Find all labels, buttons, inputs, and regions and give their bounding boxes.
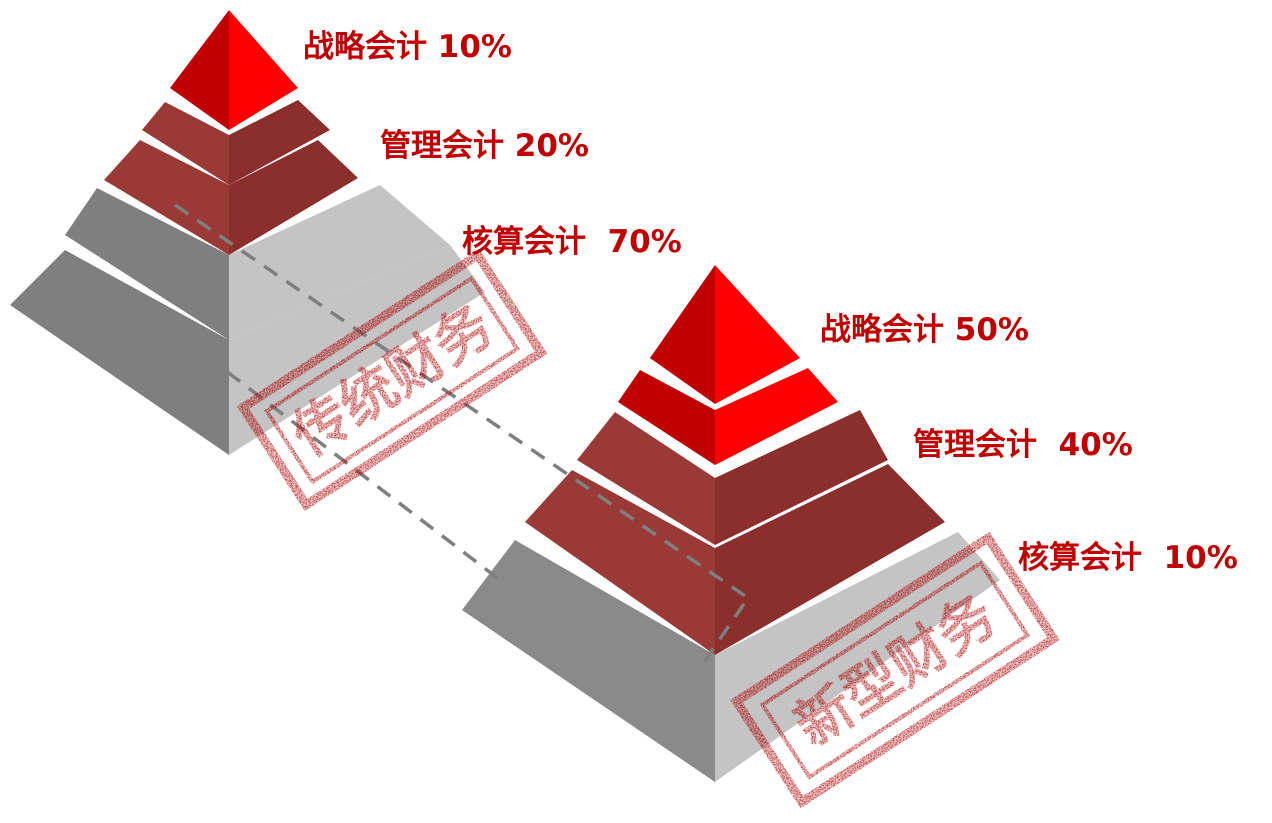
label-left-accounting: 核算会计 70%	[462, 224, 682, 260]
left-tier-bottom-right-face	[229, 245, 485, 455]
right-tier-bottom-left-face	[462, 540, 715, 782]
dashed-connectors	[118, 203, 751, 669]
left-tier-brick-upper-right-face	[229, 100, 330, 185]
right-tier-red-left-face	[618, 370, 715, 465]
label-left-strategic: 战略会计 10%	[303, 29, 512, 65]
left-tier-bottom-left-face	[10, 250, 229, 455]
connector-upper	[174, 203, 751, 669]
right-tier-top-right-face	[715, 265, 800, 404]
left-pyramid	[10, 10, 485, 455]
left-tier-mid-gray-right-face	[229, 185, 450, 340]
right-tier-brick-upper-right-face	[715, 410, 888, 545]
right-tier-brick-upper-left-face	[577, 412, 715, 545]
label-right-accounting: 核算会计 10%	[1018, 540, 1238, 576]
left-tier-brick-upper-left-face	[142, 102, 229, 185]
label-right-strategic: 战略会计 50%	[820, 312, 1029, 348]
left-tier-top-left-face	[170, 10, 229, 130]
left-tier-top-right-face	[229, 10, 298, 130]
label-left-management: 管理会计 20%	[380, 128, 589, 164]
right-tier-red-right-face	[715, 368, 838, 465]
label-right-management: 管理会计 40%	[913, 427, 1133, 463]
left-tier-brick-lower-right-face	[229, 140, 358, 255]
tier-labels: 战略会计 10% 管理会计 20% 核算会计 70% 战略会计 50% 管理会计…	[303, 29, 1238, 576]
right-tier-brick-lower-right-face	[715, 464, 945, 655]
left-tier-brick-lower-left-face	[104, 140, 229, 255]
right-tier-brick-lower-left-face	[525, 470, 715, 655]
right-tier-top-left-face	[650, 265, 715, 404]
left-tier-mid-gray-left-face	[65, 188, 229, 340]
